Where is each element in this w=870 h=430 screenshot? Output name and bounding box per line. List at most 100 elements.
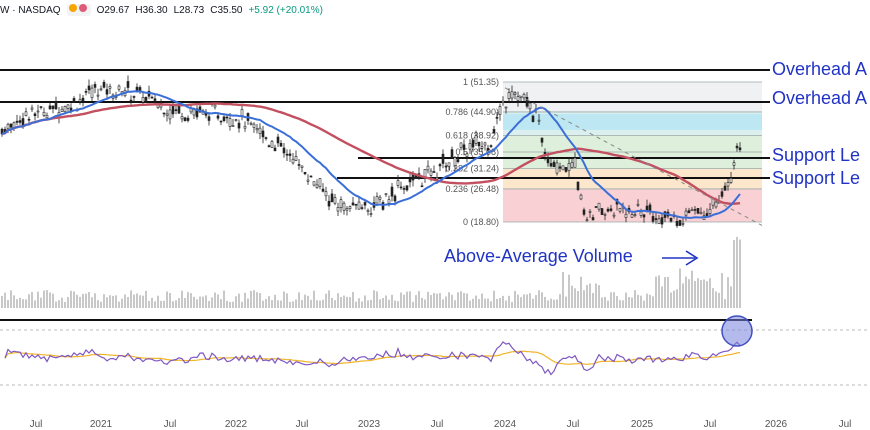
volume-bar [112,295,114,308]
volume-bar [331,297,333,308]
volume-bar [49,292,51,308]
volume-bar [46,290,48,308]
volume-bar [310,299,312,308]
candle-body [318,178,322,187]
volume-bar [613,292,615,308]
volume-bar [514,290,516,308]
volume-bar [379,299,381,308]
candle-body [405,185,409,191]
volume-bar [43,290,45,308]
volume-bar [214,292,216,308]
candle-body [528,102,532,110]
candle-body [117,85,121,90]
candle-body [312,181,316,186]
status-dot-icon [68,4,77,12]
volume-bar [208,300,210,308]
candle-body [498,106,502,115]
volume-bar [406,291,408,308]
candle-body [357,201,361,210]
candle-body [558,166,562,169]
volume-bar [628,296,630,308]
candle-body [369,213,373,215]
candle-body [489,145,493,147]
volume-bar [76,294,78,308]
candle-body [690,209,694,212]
candle-body [570,162,574,168]
candle-body [336,207,340,212]
candle-body [249,122,253,125]
candle-body [291,158,295,164]
candle-body [396,180,400,186]
volume-bar [676,289,678,308]
volume-bar [274,294,276,308]
x-tick-label: 2022 [225,419,248,430]
candle-body [36,110,40,113]
candle-body [243,125,247,129]
volume-bar [439,293,441,308]
candle-body [681,222,685,225]
volume-bar [637,294,639,308]
candle-body [726,182,730,187]
volume-bar [154,301,156,308]
volume-bar [568,274,570,308]
candle-body [222,116,226,122]
candle-body [705,213,709,217]
volume-bar [454,300,456,308]
candle-body [588,211,592,213]
volume-bar [391,294,393,308]
volume-bar [79,296,81,308]
volume-bar [85,293,87,308]
candle-body [333,197,337,204]
volume-bar [532,298,534,308]
volume-bar [607,300,609,308]
candle-body [237,122,241,129]
volume-bar [136,293,138,308]
candle-body [327,200,331,207]
volume-bar [64,301,66,308]
volume-bar [82,293,84,308]
candle-body [480,146,484,149]
volume-bar [475,295,477,308]
volume-bar [196,299,198,308]
volume-bar [484,298,486,308]
candle-body [324,191,328,197]
volume-bar [658,275,660,308]
volume-bar [388,299,390,308]
candle-body [99,88,103,91]
candle-body [153,98,157,101]
candle-body [180,116,184,120]
candle-body [54,101,58,110]
candle-body [261,130,265,138]
candle-body [315,184,319,188]
volume-bar [319,300,321,308]
candle-body [729,178,733,183]
candle-body [684,210,688,216]
volume-bar [598,285,600,308]
volume-bar [139,295,141,308]
volume-bar [703,279,705,308]
candle-body [279,142,283,147]
volume-bar [283,291,285,308]
volume-bar [421,297,423,308]
candle-body [18,120,22,123]
fib-level-label: 0.5 (35.08) [455,147,499,157]
volume-bar [244,292,246,308]
volume-bar [205,295,207,308]
candle-body [33,113,37,117]
header-badge [66,4,91,16]
volume-bar [508,295,510,308]
volume-bar [436,293,438,308]
volume-bars [1,236,741,308]
volume-bar [217,294,219,308]
volume-arrow [662,250,699,266]
candle-body [387,199,391,204]
candle-body [186,117,190,121]
volume-bar [448,292,450,308]
candle-body [408,178,412,183]
candle-body [552,161,556,168]
ohlc-high: H36.30 [135,4,168,16]
volume-bar [625,292,627,308]
volume-bar [655,276,657,308]
x-axis: Jul 2021 Jul 2022 Jul 2023 Jul 2024 Jul 2025 Jul 20… [30,419,852,430]
